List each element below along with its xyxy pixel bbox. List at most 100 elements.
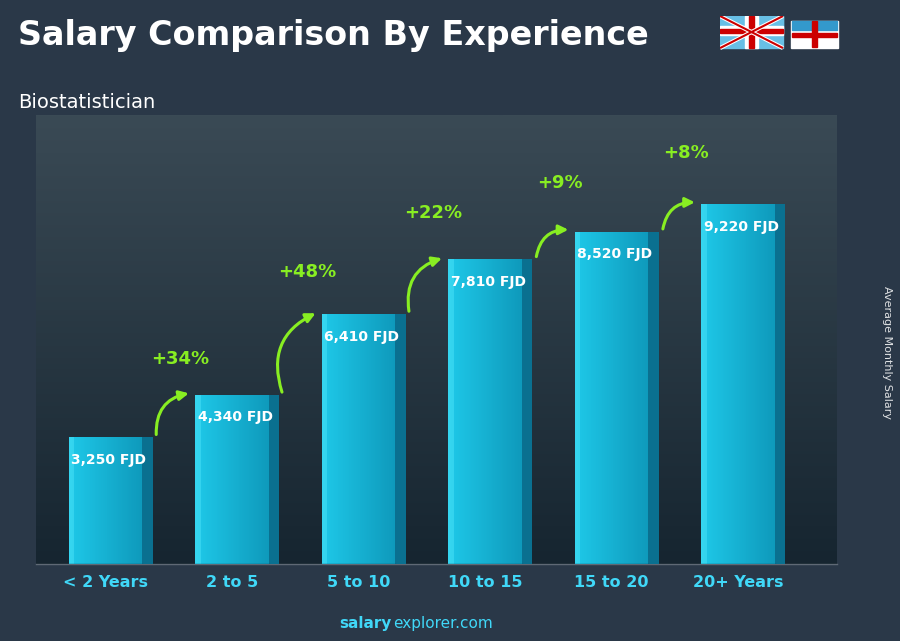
Bar [334, 314, 335, 564]
Bar [701, 204, 703, 564]
Text: Salary Comparison By Experience: Salary Comparison By Experience [18, 19, 649, 52]
Bar [323, 314, 324, 564]
Bar [723, 204, 724, 564]
Bar [773, 204, 774, 564]
Bar [641, 231, 642, 564]
Bar [727, 204, 728, 564]
Polygon shape [142, 437, 152, 564]
Bar [594, 231, 595, 564]
Bar [238, 395, 239, 564]
Bar [344, 314, 345, 564]
Bar [251, 395, 252, 564]
Bar [642, 231, 643, 564]
Bar [720, 16, 783, 48]
Bar [215, 395, 216, 564]
Bar [581, 231, 582, 564]
Bar [759, 204, 760, 564]
Bar [130, 437, 131, 564]
Bar [583, 231, 584, 564]
Bar [93, 437, 94, 564]
Bar [754, 204, 755, 564]
Bar [85, 437, 86, 564]
Bar [366, 314, 367, 564]
Bar [750, 204, 751, 564]
Bar [732, 204, 733, 564]
Bar [496, 260, 497, 564]
Bar [115, 437, 116, 564]
Bar [757, 204, 758, 564]
Bar [623, 231, 624, 564]
Bar [450, 260, 451, 564]
Bar [481, 260, 482, 564]
Bar [619, 231, 620, 564]
Bar [715, 204, 716, 564]
Bar [247, 395, 248, 564]
Bar [86, 437, 87, 564]
Bar [751, 204, 752, 564]
Bar [639, 231, 640, 564]
Bar [390, 314, 391, 564]
Bar [467, 260, 468, 564]
Bar [575, 231, 576, 564]
Bar [709, 204, 710, 564]
Bar [264, 395, 265, 564]
Bar [505, 260, 507, 564]
Bar [497, 260, 498, 564]
Text: 3,250 FJD: 3,250 FJD [71, 453, 146, 467]
Bar [452, 260, 454, 564]
Bar [219, 395, 220, 564]
Bar [389, 314, 390, 564]
Bar [81, 437, 82, 564]
Bar [80, 437, 81, 564]
Bar [599, 231, 601, 564]
Bar [324, 314, 325, 564]
Bar [615, 231, 616, 564]
Bar [79, 437, 80, 564]
Bar [133, 437, 134, 564]
Bar [485, 260, 486, 564]
Bar [745, 204, 746, 564]
Bar [590, 231, 591, 564]
Bar [217, 395, 218, 564]
Bar [368, 314, 369, 564]
Bar [513, 260, 514, 564]
Bar [616, 231, 617, 564]
Bar [575, 231, 580, 564]
Bar [377, 314, 378, 564]
Bar [730, 204, 731, 564]
Bar [364, 314, 365, 564]
Bar [707, 204, 708, 564]
Bar [235, 395, 236, 564]
Bar [772, 204, 773, 564]
Bar [91, 437, 92, 564]
Bar [203, 395, 204, 564]
Bar [792, 33, 837, 37]
Bar [595, 231, 596, 564]
Bar [223, 395, 224, 564]
Bar [331, 314, 332, 564]
Bar [518, 260, 519, 564]
Bar [489, 260, 490, 564]
Bar [73, 437, 74, 564]
Bar [746, 204, 748, 564]
Bar [386, 314, 387, 564]
Bar [713, 204, 714, 564]
Bar [703, 204, 705, 564]
Bar [587, 231, 588, 564]
Bar [96, 437, 97, 564]
Bar [613, 231, 614, 564]
Bar [210, 395, 212, 564]
Bar [113, 437, 115, 564]
Bar [767, 204, 768, 564]
Bar [376, 314, 377, 564]
Bar [480, 260, 481, 564]
Bar [448, 260, 454, 564]
Bar [598, 231, 600, 564]
Bar [123, 437, 124, 564]
Bar [589, 231, 590, 564]
Bar [384, 314, 385, 564]
Bar [515, 260, 516, 564]
Bar [498, 260, 499, 564]
Bar [761, 204, 762, 564]
Bar [464, 260, 465, 564]
